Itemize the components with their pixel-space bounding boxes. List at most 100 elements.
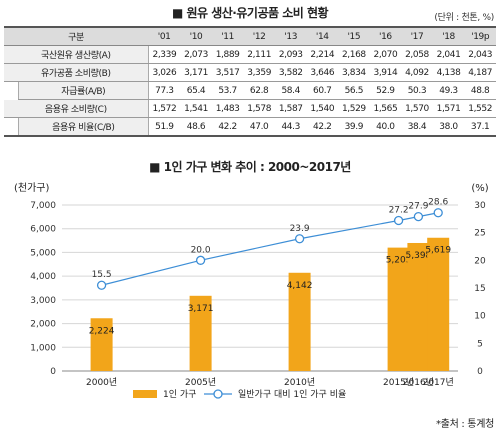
table-cell: 3,171 — [180, 63, 212, 82]
table-cell: 38.4 — [401, 117, 433, 137]
y-tick-label-left: 4,000 — [30, 272, 56, 282]
table-cell: 65.4 — [180, 81, 212, 100]
bar-value-label: 2,224 — [89, 326, 115, 336]
bar-value-label: 4,142 — [287, 281, 313, 291]
bar-value-label: 5,619 — [425, 246, 451, 256]
table-cell: 3,646 — [306, 63, 339, 82]
y-tick-label-right: 20 — [474, 256, 486, 266]
table-cell: 38.0 — [432, 117, 465, 137]
row-label: 음용유 비율(C/B) — [18, 117, 149, 137]
table-cell: 52.9 — [369, 81, 402, 100]
table-cell: 53.7 — [211, 81, 244, 100]
x-tick-label: 2016년 — [403, 377, 434, 388]
bar — [407, 242, 430, 371]
ratio-point — [393, 215, 404, 226]
table-corner-cell: 구분 — [4, 26, 149, 46]
y-tick-label-right: 30 — [474, 201, 486, 211]
x-tick-label: 2000년 — [86, 377, 117, 388]
bar — [90, 318, 113, 371]
year-header: '15 — [338, 26, 370, 46]
table-row: 음용유 비율(C/B) 51.9 48.6 42.2 47.0 44.3 42.2 39.9 4… — [4, 117, 496, 137]
legend-bar-label: 1인 가구 — [163, 389, 196, 400]
year-header: '14 — [306, 26, 339, 46]
table-cell: 2,339 — [148, 45, 181, 64]
table-row: 국산원유 생산량(A) 2,339 2,073 1,889 2,111 2,093 2,21… — [4, 45, 496, 64]
table-cell: 62.8 — [243, 81, 275, 100]
table-cell: 77.3 — [148, 81, 181, 100]
table-cell: 37.1 — [464, 117, 496, 137]
y-tick-label-right: 0 — [477, 367, 483, 377]
table-cell: 2,168 — [338, 45, 370, 64]
legend-bar-swatch — [133, 390, 157, 398]
ratio-value-label: 23.9 — [290, 224, 310, 234]
row-label: 유가공품 소비량(B) — [4, 63, 149, 82]
table-cell: 49.3 — [432, 81, 465, 100]
table-cell: 1,587 — [274, 99, 307, 118]
year-header: '01 — [148, 26, 181, 46]
row-label: 음용유 소비량(C) — [4, 99, 149, 118]
table-cell: 3,582 — [274, 63, 307, 82]
indent-spacer — [4, 117, 19, 137]
ratio-value-label: 27.9 — [408, 202, 428, 212]
table-row: 음용유 소비량(C) 1,572 1,541 1,483 1,578 1,587 1,540… — [4, 99, 496, 118]
year-header: '10 — [180, 26, 212, 46]
y-tick-label-right: 5 — [477, 339, 483, 349]
table-cell: 2,073 — [180, 45, 212, 64]
table-cell: 2,111 — [243, 45, 275, 64]
source-note: *출처 : 통계청 — [435, 419, 494, 430]
year-header: '12 — [243, 26, 275, 46]
table-cell: 50.3 — [401, 81, 433, 100]
year-header: '11 — [211, 26, 244, 46]
ratio-point — [294, 234, 305, 244]
table-cell: 1,552 — [464, 99, 496, 118]
table-cell: 42.2 — [306, 117, 339, 137]
table-cell: 3,359 — [243, 63, 275, 82]
bar-value-label: 3,171 — [188, 304, 214, 314]
table-row: 자급률(A/B) 77.3 65.4 53.7 62.8 58.4 60.7 56.5 52.9… — [4, 81, 496, 100]
table-cell: 4,092 — [401, 63, 433, 82]
bar — [288, 272, 311, 371]
table-cell: 3,026 — [148, 63, 181, 82]
y-tick-label-left: 2,000 — [30, 320, 56, 330]
oil-table: 구분 '01 '10 '11 '12 '13 '14 '15 '16 '17 '… — [4, 26, 496, 137]
legend-line-marker — [213, 389, 223, 399]
bar — [189, 295, 212, 371]
y-tick-label-left: 5,000 — [30, 248, 56, 258]
table-cell: 1,565 — [369, 99, 402, 118]
table-cell: 1,483 — [211, 99, 244, 118]
year-header: '13 — [274, 26, 307, 46]
table-cell: 3,834 — [338, 63, 370, 82]
bar — [427, 237, 450, 371]
table-cell: 58.4 — [274, 81, 307, 100]
y-axis-label-right: (%) — [471, 183, 488, 194]
x-tick-label: 2017년 — [423, 377, 454, 388]
x-tick-label: 2015년 — [383, 377, 414, 388]
y-axis-label-left: (천가구) — [14, 182, 50, 194]
table-cell: 51.9 — [148, 117, 181, 137]
table-cell: 1,529 — [338, 99, 370, 118]
table-cell: 56.5 — [338, 81, 370, 100]
ratio-value-label: 28.6 — [428, 198, 448, 208]
table-cell: 44.3 — [274, 117, 307, 137]
indent-spacer — [4, 81, 19, 100]
table-cell: 2,214 — [306, 45, 339, 64]
bar-value-label: 5,203 — [386, 256, 412, 266]
ratio-point — [413, 211, 424, 222]
legend-line-label: 일반가구 대비 1인 가구 비율 — [238, 389, 346, 400]
table-cell: 1,571 — [432, 99, 465, 118]
ratio-point — [433, 208, 443, 218]
y-tick-label-right: 15 — [474, 284, 485, 294]
bar-value-label: 5,398 — [406, 251, 432, 261]
row-label: 자급률(A/B) — [18, 81, 149, 100]
table-row: 유가공품 소비량(B) 3,026 3,171 3,517 3,359 3,582 3,64… — [4, 63, 496, 82]
table-cell: 42.2 — [211, 117, 244, 137]
year-header: '16 — [369, 26, 402, 46]
x-tick-label: 2005년 — [185, 377, 216, 388]
y-tick-label-right: 25 — [474, 229, 485, 239]
table-cell: 1,578 — [243, 99, 275, 118]
ratio-value-label: 15.5 — [92, 270, 112, 280]
table-cell: 47.0 — [243, 117, 275, 137]
x-tick-label: 2010년 — [284, 377, 315, 388]
table-cell: 1,889 — [211, 45, 244, 64]
